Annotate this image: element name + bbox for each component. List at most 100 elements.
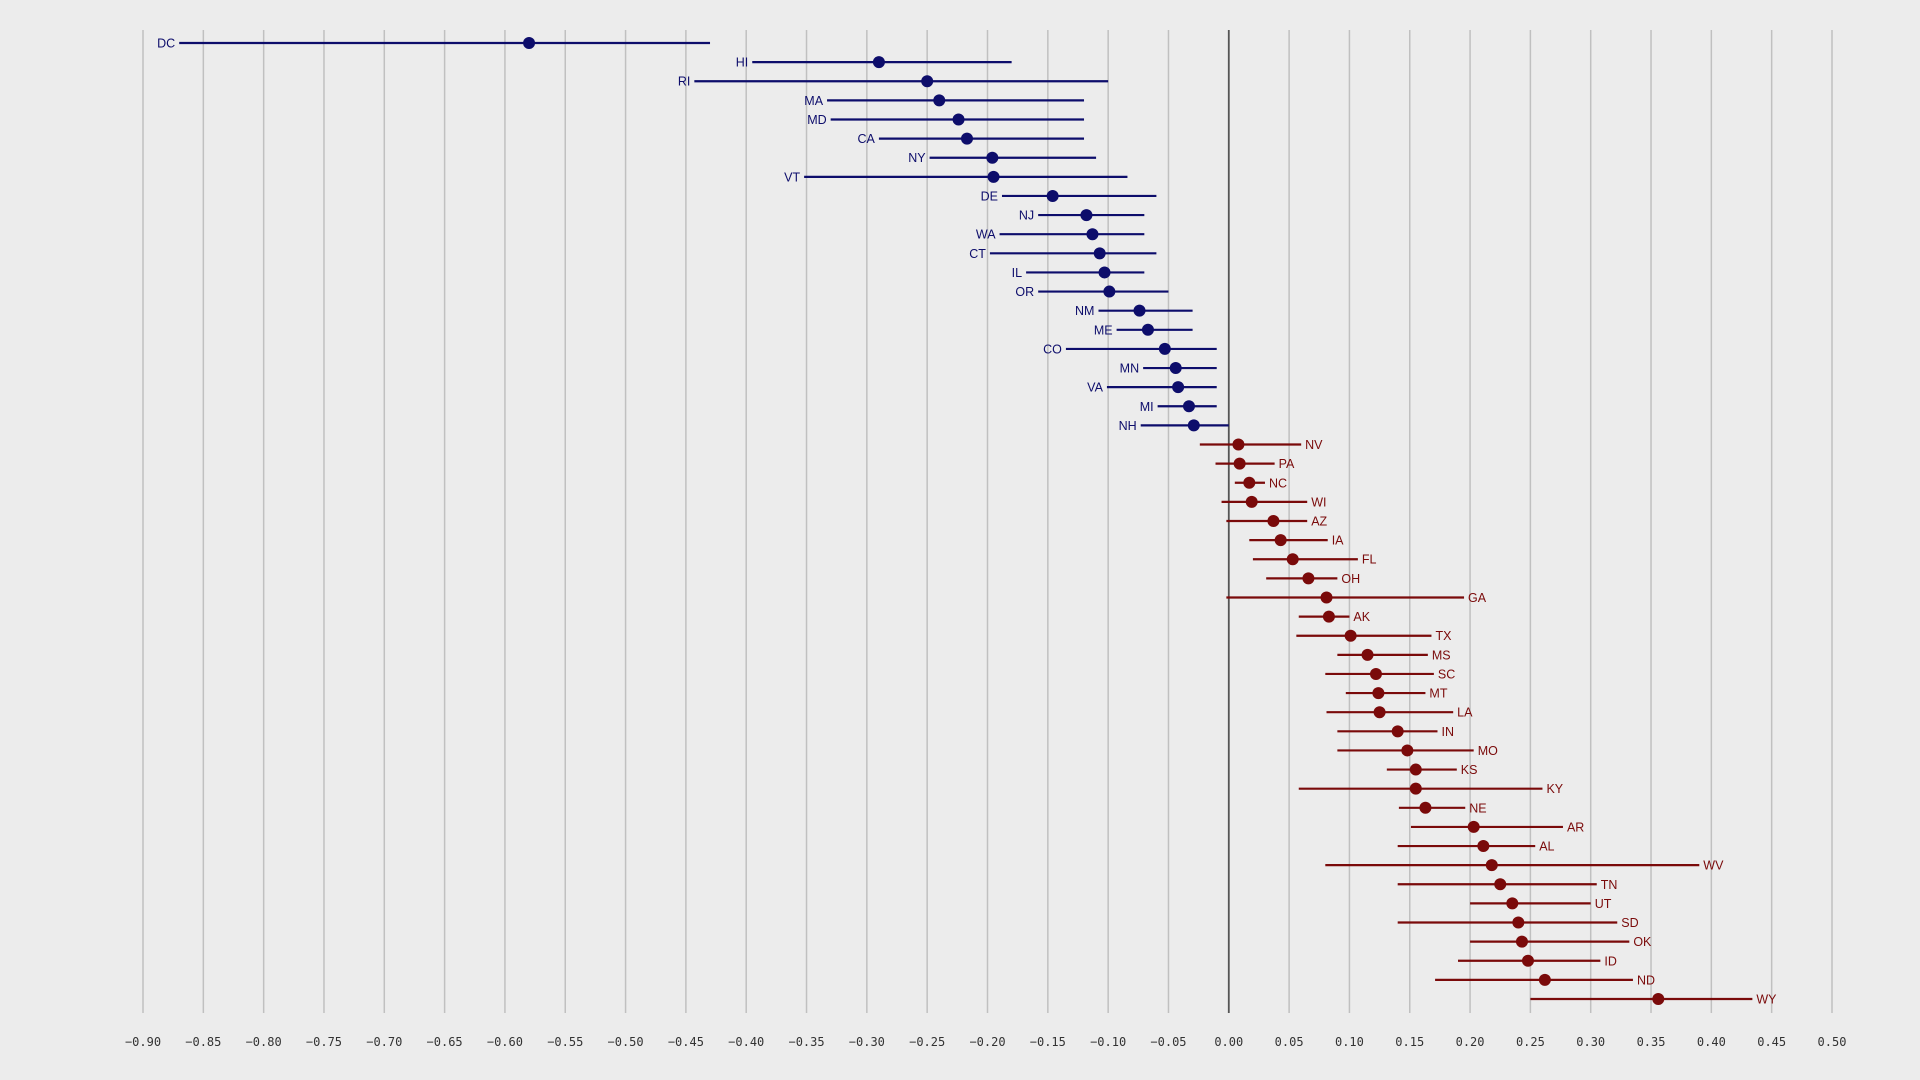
estimate-point [1233,457,1246,470]
estimate-point [933,94,946,107]
state-row-wi: WI [1221,495,1326,509]
state-row-dc: DC [157,37,711,51]
state-row-or: OR [1015,285,1169,299]
state-label: ND [1637,973,1655,987]
estimate-point [1245,495,1258,508]
state-row-md: MD [807,113,1085,127]
state-row-nm: NM [1075,304,1193,318]
state-label: UT [1595,897,1612,911]
x-tick-label: 0.40 [1697,1035,1726,1049]
state-label: DC [157,37,175,51]
state-row-ar: AR [1410,820,1584,834]
state-row-nh: NH [1119,419,1229,433]
estimate-point [1494,878,1507,891]
estimate-point [1515,935,1528,948]
x-tick-label: 0.20 [1456,1035,1485,1049]
state-label: WV [1703,859,1724,873]
state-label: NM [1075,304,1094,318]
estimate-point [1485,859,1498,872]
estimate-point [1521,954,1534,967]
state-row-ny: NY [908,151,1097,165]
state-label: WI [1311,495,1326,509]
state-row-mo: MO [1337,744,1498,758]
estimate-point [1419,801,1432,814]
state-row-vt: VT [784,170,1128,184]
state-label: NV [1305,438,1323,452]
x-tick-label: −0.35 [788,1035,824,1049]
state-label: NC [1269,476,1287,490]
state-label: WY [1756,993,1777,1007]
state-label: PA [1279,457,1295,471]
x-tick-label: −0.40 [728,1035,764,1049]
state-label: RI [678,75,691,89]
state-label: CO [1043,342,1062,356]
x-tick-label: 0.30 [1576,1035,1605,1049]
state-row-tx: TX [1296,629,1452,643]
estimate-point [1506,897,1519,910]
state-label: WA [976,228,996,242]
estimate-point [952,113,965,126]
x-tick-label: −0.05 [1150,1035,1186,1049]
estimate-point [1158,342,1171,355]
state-row-wy: WY [1530,993,1777,1007]
state-row-ga: GA [1226,591,1487,605]
state-row-in: IN [1337,725,1454,739]
estimate-point [1103,285,1116,298]
estimate-point [1369,667,1382,680]
estimate-point [1046,189,1059,202]
state-row-ca: CA [858,132,1085,146]
state-label: MT [1429,687,1447,701]
state-label: NY [908,151,926,165]
state-row-ak: AK [1298,610,1371,624]
x-axis-ticks: −0.90 −0.85 −0.80 −0.75 −0.70 −0.65 −0.60 −0.55… [125,1035,1847,1049]
state-row-nv: NV [1199,438,1323,452]
state-row-ne: NE [1398,801,1487,815]
state-label: GA [1468,591,1487,605]
state-label: OH [1341,572,1360,586]
state-row-al: AL [1397,840,1555,854]
state-row-wv: WV [1325,859,1724,873]
x-tick-label: 0.10 [1335,1035,1364,1049]
estimate-point [987,170,1000,183]
state-label: OK [1633,935,1652,949]
estimate-point [1409,763,1422,776]
estimate-point [523,37,536,49]
state-label: CT [969,247,986,261]
estimate-point [1187,419,1200,432]
state-row-fl: FL [1252,553,1377,567]
estimate-point [1538,973,1551,986]
estimate-point [1391,725,1404,738]
estimate-point [1133,304,1146,317]
estimate-point [1361,648,1374,661]
estimate-point [1652,993,1665,1005]
state-label: KS [1461,763,1478,777]
state-row-nd: ND [1435,973,1655,987]
state-label: OR [1015,285,1034,299]
state-row-co: CO [1043,342,1217,356]
state-row-ct: CT [969,247,1157,261]
state-label: AR [1567,820,1584,834]
x-tick-label: 0.00 [1214,1035,1243,1049]
estimate-point [1409,782,1422,795]
state-row-ma: MA [804,94,1085,108]
x-tick-label: −0.45 [668,1035,704,1049]
estimate-point [1373,706,1386,719]
x-tick-label: −0.80 [246,1035,282,1049]
x-tick-label: −0.70 [366,1035,402,1049]
estimate-point [1372,687,1385,700]
state-label: AL [1539,840,1554,854]
state-row-ks: KS [1386,763,1478,777]
state-label: NE [1469,801,1486,815]
x-tick-label: −0.65 [427,1035,463,1049]
estimate-point [1302,572,1315,585]
state-row-ky: KY [1298,782,1564,796]
x-tick-label: 0.50 [1818,1035,1847,1049]
grid-lines [142,30,1833,1013]
state-row-ms: MS [1337,648,1451,662]
x-tick-label: 0.05 [1275,1035,1304,1049]
state-label: ID [1604,954,1617,968]
state-label: CA [858,132,876,146]
